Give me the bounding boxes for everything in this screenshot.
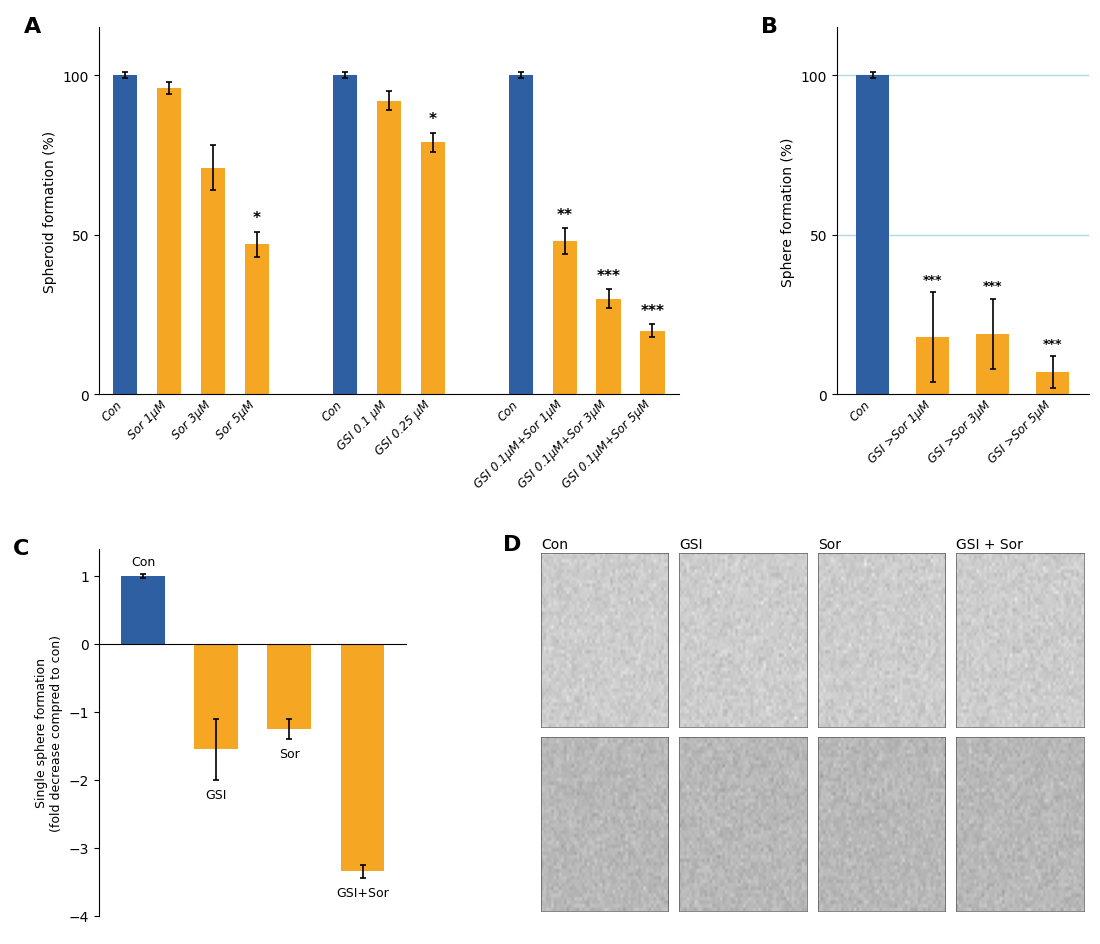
Bar: [157, 89, 182, 395]
Bar: [121, 576, 165, 644]
Text: **: **: [557, 208, 573, 223]
Text: A: A: [23, 17, 41, 38]
Bar: [1036, 373, 1069, 395]
Text: Sor: Sor: [279, 748, 299, 760]
Text: D: D: [503, 535, 521, 555]
Y-axis label: Single sphere formation
(fold decrease compred to con): Single sphere formation (fold decrease c…: [35, 634, 63, 831]
Text: *: *: [253, 211, 261, 226]
Text: GSI: GSI: [206, 788, 227, 801]
Text: Con: Con: [541, 537, 568, 551]
Bar: [333, 76, 358, 395]
Text: ***: ***: [1043, 337, 1063, 350]
Text: C: C: [13, 538, 30, 558]
Y-axis label: Sphere formation (%): Sphere formation (%): [781, 137, 795, 286]
Text: ***: ***: [923, 274, 943, 287]
Text: ***: ***: [983, 280, 1003, 293]
Bar: [977, 334, 1010, 395]
Text: *: *: [429, 112, 437, 127]
Text: GSI+Sor: GSI+Sor: [337, 886, 389, 900]
Bar: [341, 644, 385, 871]
Bar: [195, 644, 238, 750]
Bar: [421, 143, 444, 395]
Bar: [377, 102, 402, 395]
Text: GSI: GSI: [680, 537, 703, 551]
Bar: [916, 338, 949, 395]
Bar: [113, 76, 138, 395]
Bar: [552, 242, 576, 395]
Y-axis label: Spheroid formation (%): Spheroid formation (%): [43, 130, 57, 293]
Text: GSI + Sor: GSI + Sor: [956, 537, 1023, 551]
Text: Sor: Sor: [817, 537, 840, 551]
Text: Con: Con: [131, 556, 155, 568]
Bar: [508, 76, 532, 395]
Bar: [201, 169, 225, 395]
Text: ***: ***: [640, 303, 664, 318]
Bar: [596, 299, 620, 395]
Text: ***: ***: [596, 268, 620, 283]
Text: B: B: [761, 17, 779, 38]
Bar: [245, 245, 270, 395]
Bar: [857, 76, 890, 395]
Bar: [267, 644, 311, 729]
Bar: [640, 331, 664, 395]
